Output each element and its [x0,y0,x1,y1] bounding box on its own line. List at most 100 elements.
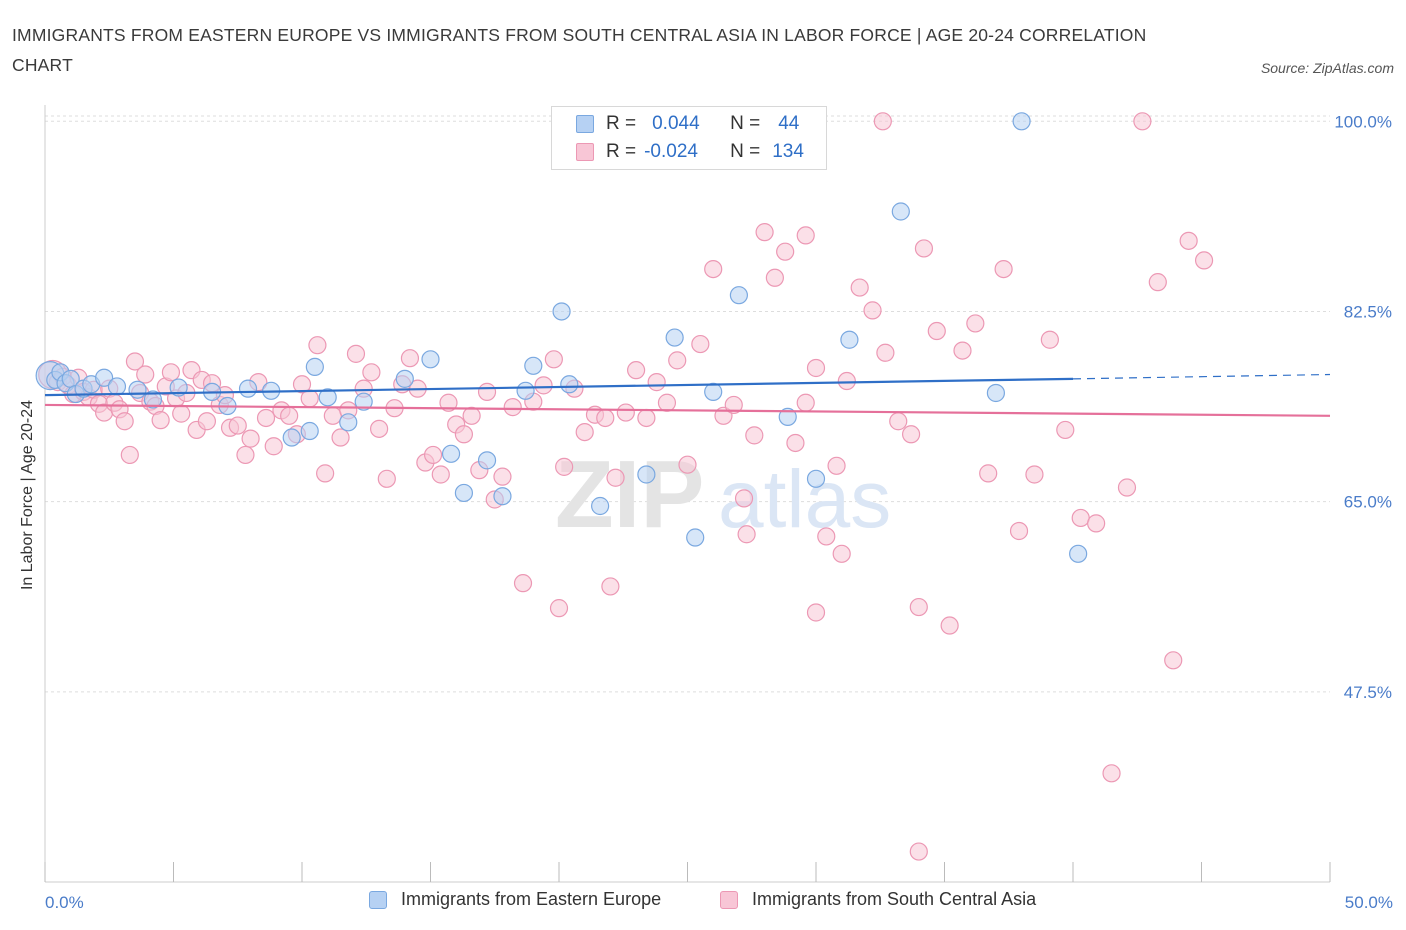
x-tick-label-min: 0.0% [45,893,84,912]
data-point [1087,514,1106,533]
data-point [979,464,998,483]
data-point [966,314,985,333]
data-point [1025,465,1044,484]
data-point [994,259,1013,279]
data-point [560,375,579,394]
legend-swatch-blue [576,115,594,133]
data-point [1117,478,1137,497]
data-point [534,376,553,395]
data-point [318,388,337,407]
data-point [125,352,145,371]
data-point [909,597,928,617]
legend-n-label: N = [730,113,761,134]
data-point [940,616,959,635]
legend-swatch-pink [720,890,738,909]
data-point [889,412,908,431]
data-point [778,407,797,426]
data-point [665,328,684,347]
data-point [840,330,859,349]
data-point [493,467,512,486]
data-point [228,416,247,435]
data-point [477,382,497,401]
data-point [552,302,571,321]
data-point [197,412,217,431]
legend-r-value: -0.024 [644,141,698,162]
data-point [370,419,389,438]
data-point [454,483,474,503]
data-point [151,411,170,430]
trend-line-eastern-europe-extension [1072,373,1331,380]
data-point [691,334,710,354]
data-point [1009,521,1029,541]
data-point [143,390,163,409]
data-point [575,423,594,442]
data-point [395,369,414,388]
data-point [909,842,928,861]
data-point [264,437,283,456]
trend-line-eastern-europe [44,377,1074,397]
data-point [172,404,191,423]
legend-r-label: R = [606,141,637,162]
data-point [339,413,358,432]
data-point [305,357,324,376]
data-point [1071,508,1090,528]
data-point [850,278,869,297]
data-point [1194,251,1214,270]
data-point [256,408,276,428]
data-point [441,444,461,463]
data-point [503,398,522,417]
trend-line-south-central-asia [44,403,1331,417]
legend-row-eastern-europe: R = 0.044 N = 44 [576,113,799,135]
data-point [454,425,474,444]
data-point [120,445,139,465]
data-point [544,350,563,369]
data-point [354,392,373,411]
data-point [423,445,443,465]
legend-item-eastern-europe: Immigrants from Eastern Europe [369,889,661,910]
data-point [737,525,756,544]
data-point [678,455,697,474]
legend-item-south-central-asia: Immigrants from South Central Asia [720,889,1036,910]
data-point [1164,651,1183,670]
legend-n-value: 134 [772,141,804,162]
data-point [596,408,615,428]
data-point [316,464,335,483]
chart-title: IMMIGRANTS FROM EASTERN EUROPE VS IMMIGR… [12,25,1147,75]
data-point [493,487,512,506]
data-point [346,344,366,363]
data-point [1056,420,1075,440]
data-point [786,433,805,453]
data-point [686,528,705,547]
data-point [292,375,312,394]
legend-item-label: Immigrants from Eastern Europe [401,889,662,909]
data-point [282,428,301,447]
legend-row-south-central-asia: R = -0.024 N = 134 [576,141,804,163]
data-point [637,465,656,484]
data-point [308,336,327,355]
grid-lines [45,115,1330,693]
data-point [986,383,1006,403]
data-point [863,301,882,320]
correlation-legend: R = 0.044 N = 44 R = -0.024 N = 134 [551,106,827,170]
data-point [1148,273,1167,292]
data-point [136,365,155,384]
data-point [806,469,826,488]
x-tick-label-max: 50.0% [1345,893,1393,912]
data-point [555,457,574,476]
data-point [400,349,420,368]
data-point [1040,330,1059,349]
tick-labels: 100.0% 82.5% 65.0% 47.5% 0.0% 50.0% [45,112,1393,912]
data-point [161,363,181,382]
data-point [524,356,543,375]
data-point [236,445,255,465]
data-point [704,259,723,279]
data-point [626,361,646,380]
y-tick-label: 100.0% [1334,112,1392,131]
data-point [796,226,815,245]
data-point [606,468,625,487]
source-label: Source: ZipAtlas.com [1260,60,1394,76]
data-point [668,351,687,370]
legend-swatch-blue [369,890,387,909]
legend-swatch-pink [576,143,594,161]
data-point [331,428,350,447]
